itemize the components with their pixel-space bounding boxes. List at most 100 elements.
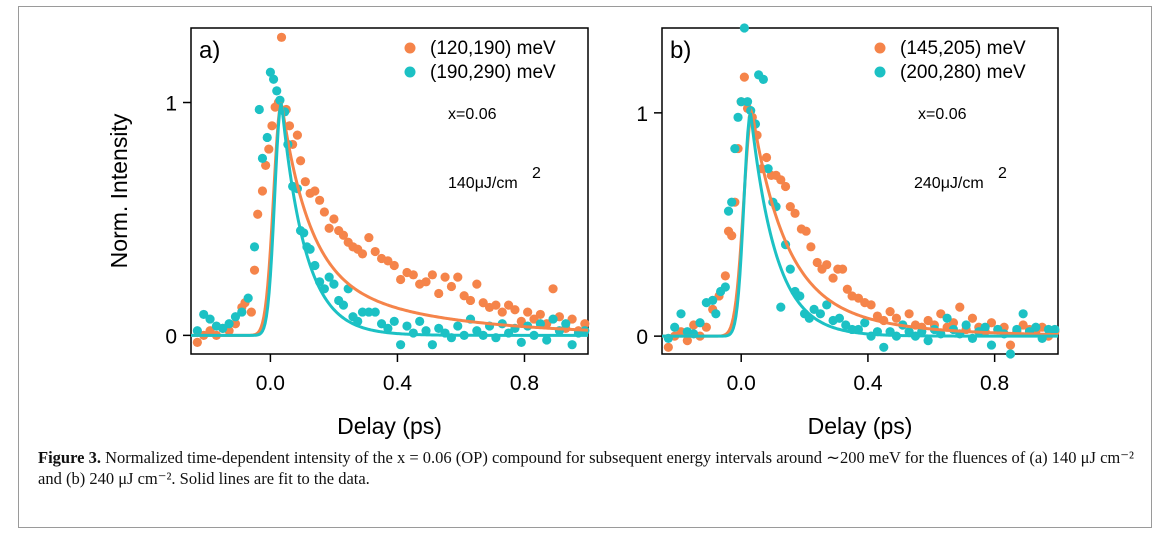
data-point-series-1: [967, 313, 978, 323]
chart-panel-2: 0.0 0.4 0.8 0 1 Delay (ps) b) (145,205) meV (200…: [636, 23, 1060, 439]
legend-marker-series-1: [404, 42, 416, 54]
data-point-series-1: [955, 302, 965, 312]
data-point-series-2: [1018, 309, 1028, 319]
fit-line-series-1: [191, 102, 589, 337]
data-point-series-1: [478, 298, 488, 308]
data-point-series-1: [812, 257, 822, 268]
data-point-series-1: [866, 300, 876, 310]
figure-frame: [18, 6, 1152, 528]
data-point-series-2: [305, 244, 315, 254]
data-point-series-1: [727, 231, 737, 241]
data-point-series-2: [357, 307, 368, 317]
y-tick-label: 1: [636, 103, 648, 126]
data-point-series-1: [465, 295, 476, 306]
data-point-series-1: [459, 291, 469, 301]
data-point-series-2: [1005, 349, 1016, 359]
data-point-series-1: [510, 305, 520, 315]
caption-text: Normalized time-dependent intensity of t…: [38, 448, 1134, 488]
data-point-series-1: [319, 207, 329, 217]
plot-frame: [190, 27, 589, 355]
data-point-series-1: [249, 265, 260, 275]
data-point-series-1: [822, 260, 832, 270]
data-point-series-2: [942, 313, 952, 323]
data-point-series-2: [453, 321, 463, 331]
data-point-series-1: [315, 195, 325, 205]
data-point-series-2: [249, 242, 260, 252]
data-point-series-1: [663, 342, 673, 352]
data-point-series-2: [243, 293, 253, 303]
data-point-series-1: [389, 260, 399, 271]
data-point-series-2: [708, 295, 718, 306]
data-point-series-1: [739, 72, 749, 82]
data-point-series-1: [357, 249, 368, 259]
data-point-series-1: [364, 232, 374, 243]
data-point-series-1: [828, 273, 838, 283]
y-tick-label: 1: [165, 93, 177, 116]
data-point-series-1: [497, 307, 507, 317]
data-point-series-2: [224, 319, 234, 329]
data-point-series-2: [730, 143, 740, 154]
data-point-series-1: [801, 226, 811, 236]
data-point-series-2: [376, 319, 387, 329]
data-point-series-1: [434, 288, 444, 299]
data-point-series-2: [860, 318, 870, 328]
data-point-series-2: [720, 282, 730, 292]
x-tick-label: 0.4: [853, 372, 883, 395]
x-tick-label: 0.8: [980, 372, 1009, 395]
data-point-series-1: [535, 309, 545, 320]
data-point-series-1: [842, 284, 852, 294]
data-point-series-2: [272, 86, 282, 96]
data-point-series-2: [1012, 324, 1022, 335]
data-point-series-2: [370, 307, 380, 317]
legend-label-series-1: (120,190) meV: [430, 38, 556, 59]
data-point-series-1: [427, 270, 437, 280]
data-point-series-2: [364, 307, 374, 317]
data-point-series-2: [723, 206, 734, 216]
data-point-series-2: [383, 323, 393, 333]
data-point-series-1: [440, 272, 450, 282]
x-tick-label: 0.4: [383, 372, 413, 395]
data-point-series-1: [284, 121, 295, 131]
data-point-series-2: [961, 320, 971, 330]
data-point-series-1: [276, 32, 287, 42]
data-point-series-2: [980, 322, 990, 332]
data-point-series-2: [516, 337, 526, 347]
data-point-series-1: [548, 284, 558, 294]
fit-line-series-2: [662, 112, 1058, 338]
panel-label: b): [670, 37, 691, 64]
legend-marker-series-1: [874, 42, 886, 54]
data-point-series-1: [300, 177, 310, 187]
data-point-series-2: [742, 97, 753, 107]
fit-line-series-1: [662, 107, 1059, 338]
data-point-series-2: [785, 264, 795, 274]
data-point-series-1: [472, 279, 482, 289]
data-point-series-1: [267, 121, 277, 131]
data-point-series-2: [758, 74, 768, 84]
data-point-series-2: [199, 309, 209, 320]
data-point-series-1: [885, 306, 895, 317]
data-point-series-1: [205, 326, 215, 336]
data-point-series-2: [711, 309, 721, 319]
caption-label: Figure 3.: [38, 448, 101, 467]
data-point-series-2: [763, 164, 773, 174]
data-point-series-1: [396, 274, 406, 285]
data-point-series-1: [523, 307, 533, 317]
data-point-series-2: [329, 279, 339, 289]
data-point-series-2: [268, 74, 279, 84]
legend-label-series-2: (190,290) meV: [430, 62, 556, 83]
data-point-series-2: [415, 316, 425, 326]
data-point-series-1: [192, 337, 202, 347]
data-point-series-2: [434, 323, 444, 333]
data-point-series-2: [676, 309, 686, 319]
data-point-series-1: [257, 186, 268, 196]
y-tick-label: 0: [636, 326, 648, 349]
data-point-series-2: [1031, 322, 1041, 332]
annotation-fluence-exponent: 2: [532, 165, 541, 182]
data-point-series-2: [257, 153, 268, 163]
data-point-series-1: [370, 246, 380, 257]
data-point-series-2: [472, 326, 482, 336]
legend-marker-series-2: [874, 66, 886, 78]
data-point-series-2: [815, 309, 826, 319]
data-point-series-1: [567, 314, 577, 324]
data-point-series-2: [324, 272, 334, 282]
